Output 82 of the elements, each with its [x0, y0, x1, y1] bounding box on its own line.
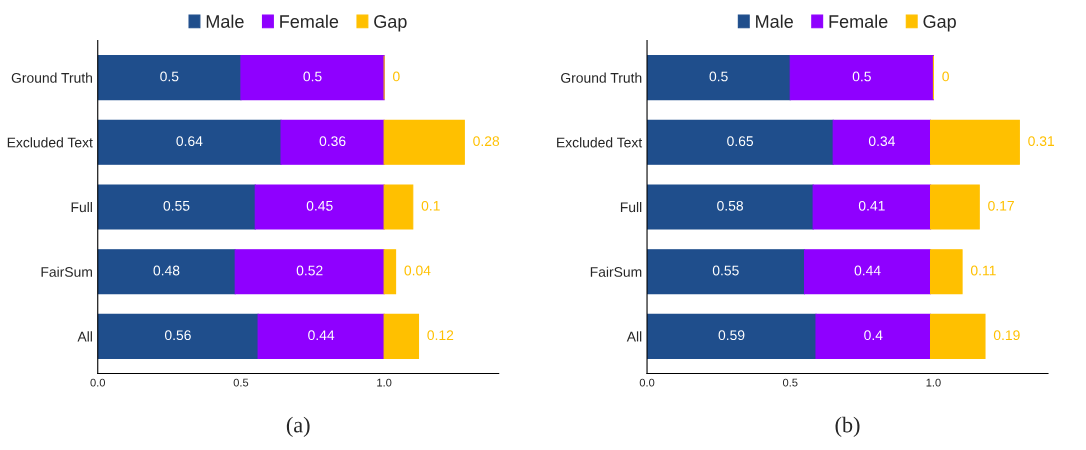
- y-tick-label: All: [626, 331, 642, 342]
- data-label: 0.64: [176, 136, 203, 147]
- data-label: 0.19: [993, 330, 1020, 341]
- data-label: 0: [393, 71, 400, 82]
- data-label: 0.58: [717, 200, 744, 211]
- bar: [383, 313, 420, 359]
- bar: [647, 313, 817, 359]
- data-label: 0.65: [727, 136, 754, 147]
- data-label: 0.1: [421, 200, 440, 211]
- y-tick-label: Ground Truth: [11, 72, 92, 83]
- bar: [647, 55, 791, 101]
- legend-label: Male: [756, 14, 793, 28]
- data-label: 0.36: [319, 136, 346, 147]
- data-label: 0.59: [718, 330, 745, 341]
- legend-label: Female: [280, 14, 339, 28]
- bar: [647, 184, 814, 230]
- x-tick-label: 1.0: [377, 378, 392, 387]
- x-tick-label: 0.5: [782, 378, 798, 387]
- legend-label: Female: [829, 14, 888, 28]
- data-label: 0.11: [970, 265, 996, 276]
- text: (a): [286, 416, 310, 437]
- bar: [647, 249, 806, 295]
- data-label: 0.31: [1028, 136, 1055, 147]
- data-label: 0.56: [164, 330, 191, 341]
- bar: [804, 249, 932, 295]
- bar: [97, 184, 256, 230]
- data-label: 0.41: [858, 200, 885, 211]
- bar: [240, 55, 385, 101]
- data-label: 0.55: [712, 265, 739, 276]
- bar: [930, 249, 963, 295]
- bar: [97, 55, 242, 101]
- data-label: 0: [942, 71, 949, 82]
- legend-label: Male: [206, 14, 244, 28]
- data-label: 0.5: [852, 71, 871, 82]
- data-label: 0.4: [864, 330, 883, 341]
- bar: [97, 313, 259, 359]
- bar: [254, 184, 385, 230]
- data-label: 0.5: [709, 71, 728, 82]
- bar: [647, 119, 834, 165]
- data-label: 0.28: [473, 136, 500, 147]
- bar: [832, 119, 932, 165]
- y-tick-label: Excluded Text: [557, 137, 643, 148]
- bar: [812, 184, 932, 230]
- text: (b): [835, 416, 860, 437]
- data-label: 0.04: [404, 265, 431, 276]
- bar: [383, 249, 397, 295]
- bar: [930, 313, 986, 359]
- data-label: 0.44: [308, 330, 335, 341]
- bar: [930, 184, 980, 230]
- bar: [383, 184, 414, 230]
- bar: [383, 119, 465, 165]
- bar: [234, 249, 385, 295]
- y-tick-label: FairSum: [590, 266, 642, 277]
- y-tick-label: Full: [71, 201, 92, 213]
- data-label: 0.5: [303, 71, 322, 82]
- data-label: 0.44: [854, 265, 881, 276]
- bar: [97, 249, 236, 295]
- legend-label: Gap: [374, 15, 407, 32]
- y-tick-label: FairSum: [41, 266, 92, 277]
- data-label: 0.34: [868, 136, 895, 147]
- y-tick-label: Ground Truth: [561, 72, 642, 83]
- bar: [280, 119, 385, 165]
- bar: [257, 313, 385, 359]
- x-tick-label: 0.0: [639, 378, 655, 387]
- data-label: 0.55: [163, 200, 190, 211]
- y-tick-label: Excluded Text: [7, 137, 93, 148]
- bar: [815, 313, 932, 359]
- bar: [930, 119, 1020, 165]
- y-tick-label: All: [77, 331, 92, 342]
- data-label: 0.52: [296, 265, 323, 276]
- bar: [97, 119, 282, 165]
- data-label: 0.5: [160, 71, 179, 82]
- x-tick-label: 1.0: [926, 378, 941, 387]
- data-label: 0.45: [306, 200, 333, 211]
- data-label: 0.48: [153, 265, 180, 276]
- x-tick-label: 0.5: [233, 378, 249, 387]
- bar: [789, 55, 934, 101]
- data-label: 0.12: [427, 330, 454, 341]
- legend-label: Gap: [923, 15, 956, 32]
- y-tick-label: Full: [620, 201, 642, 213]
- data-label: 0.17: [988, 200, 1014, 211]
- x-tick-label: 0.0: [90, 378, 106, 387]
